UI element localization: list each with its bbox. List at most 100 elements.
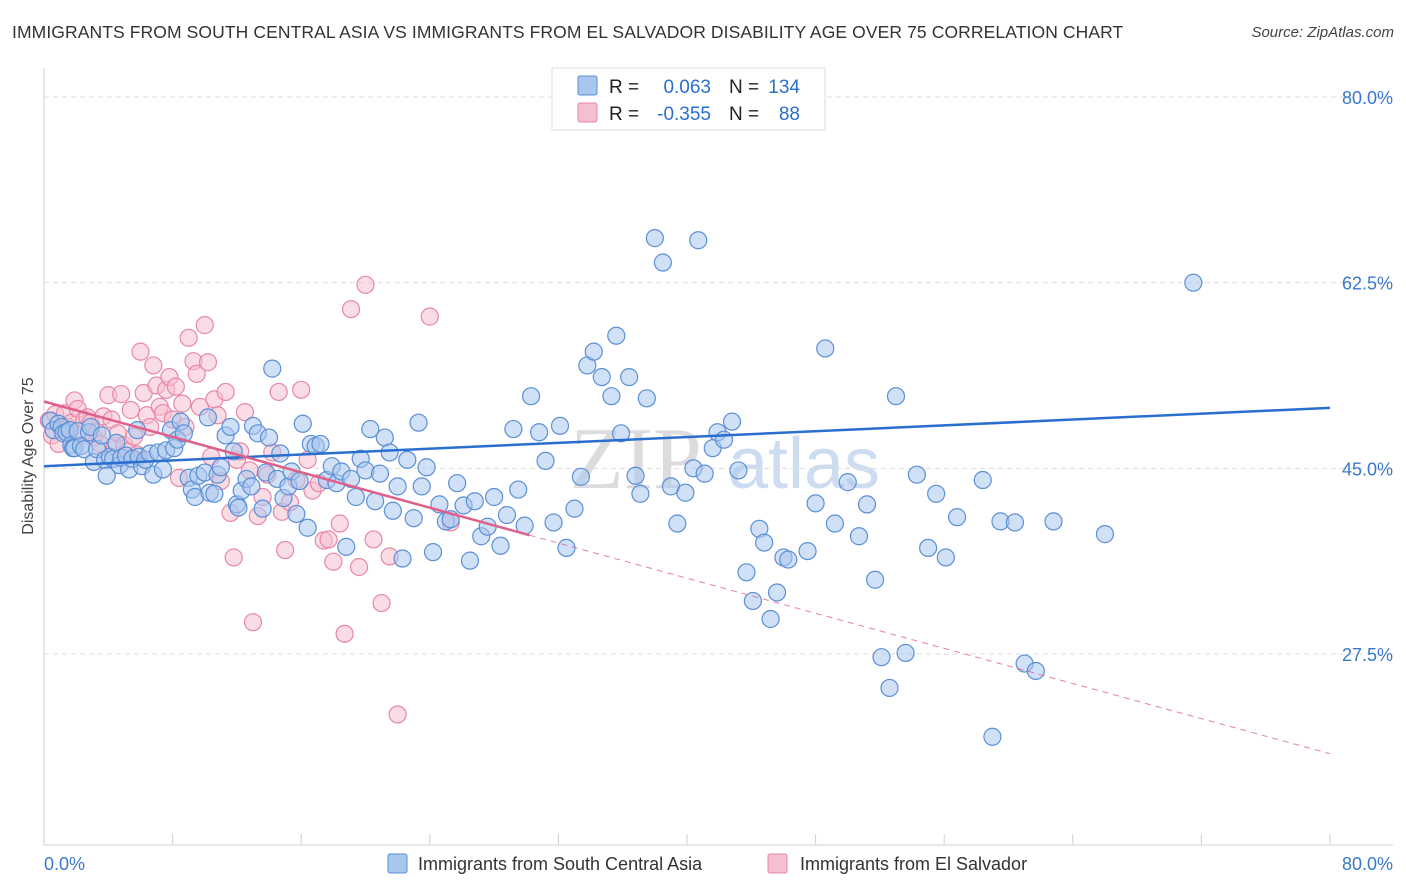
- south-central-asia-point: [398, 450, 417, 469]
- south-central-asia-point: [825, 514, 844, 533]
- south-central-asia-point: [761, 609, 780, 629]
- x-tick-label: 0.0%: [44, 854, 85, 874]
- south-central-asia-point: [849, 527, 869, 546]
- south-central-asia-point: [253, 499, 272, 518]
- series-legend-pink-label: Immigrants from El Salvador: [800, 854, 1027, 874]
- el-salvador-point: [341, 300, 361, 319]
- axes: [43, 68, 1393, 846]
- south-central-asia-point: [229, 498, 248, 517]
- south-central-asia-point: [465, 492, 484, 511]
- south-central-asia-point: [341, 469, 361, 489]
- trend-lines: [43, 400, 1331, 755]
- legend-pink-swatch: [577, 102, 598, 123]
- south-central-asia-point: [409, 413, 428, 432]
- south-central-asia-point: [571, 467, 591, 486]
- y-axis-label: Disability Age Over 75: [20, 377, 37, 535]
- south-central-asia-point: [361, 419, 380, 439]
- south-central-asia-point: [417, 458, 436, 477]
- south-central-asia-point: [383, 501, 402, 520]
- south-central-asia-point: [412, 477, 431, 496]
- south-central-asia-point: [737, 563, 756, 582]
- south-central-asia-point: [263, 359, 282, 378]
- south-central-asia-point: [92, 426, 111, 445]
- south-central-asia-point: [337, 537, 356, 556]
- south-central-asia-point: [714, 430, 734, 449]
- legend-blue-n-label: N =: [729, 77, 759, 98]
- south-central-asia-point: [1026, 661, 1045, 681]
- south-central-asia-point: [536, 451, 555, 471]
- south-central-asia-point: [221, 417, 240, 437]
- el-salvador-point: [349, 557, 369, 577]
- south-central-asia-point: [668, 514, 687, 533]
- el-salvador-point: [324, 552, 343, 571]
- south-central-asia-point: [755, 533, 774, 552]
- south-central-asia-point: [607, 326, 626, 345]
- series-legend-blue-label: Immigrants from South Central Asia: [418, 854, 703, 874]
- chart-title: IMMIGRANTS FROM SOUTH CENTRAL ASIA VS IM…: [12, 22, 1124, 42]
- el-salvador-point: [198, 353, 218, 372]
- el-salvador-point: [235, 403, 255, 422]
- series-legend: Immigrants from South Central Asia Immig…: [387, 853, 1027, 874]
- south-central-asia-point: [557, 538, 576, 558]
- south-central-asia-point: [947, 508, 967, 527]
- south-central-asia-point: [1184, 273, 1203, 292]
- south-central-asia-point: [423, 543, 443, 562]
- south-central-asia-point: [983, 727, 1002, 746]
- south-central-asia-point: [729, 461, 748, 480]
- south-central-asia-point: [653, 253, 672, 272]
- el-salvador-point: [187, 364, 206, 384]
- watermark-atlas: atlas: [728, 424, 880, 504]
- south-central-asia-point: [896, 643, 915, 663]
- y-tick-label: 80.0%: [1342, 88, 1393, 108]
- south-central-asia-point: [743, 591, 763, 611]
- south-central-asia-point: [259, 428, 279, 447]
- south-central-asia-point: [97, 466, 116, 485]
- south-central-asia-point: [504, 419, 523, 439]
- south-central-asia-point: [346, 487, 365, 507]
- el-salvador-point: [112, 384, 131, 404]
- south-central-asia-point: [689, 231, 708, 250]
- south-central-asia-point: [485, 487, 504, 507]
- south-central-asia-point: [872, 648, 891, 667]
- south-central-asia-point: [565, 499, 584, 518]
- south-central-asia-point: [460, 551, 480, 570]
- south-central-asia-point: [602, 387, 621, 406]
- source-label: Source: ZipAtlas.com: [1251, 24, 1394, 41]
- south-central-asia-point: [611, 424, 631, 443]
- series-legend-pink-swatch: [767, 853, 788, 874]
- south-central-asia-point: [287, 504, 306, 524]
- south-central-asia-point: [907, 465, 926, 484]
- el-salvador-point: [166, 377, 185, 396]
- south-central-asia-point: [153, 460, 173, 479]
- el-salvador-point: [319, 530, 338, 549]
- south-central-asia-point: [886, 387, 906, 406]
- south-central-asia-point: [1005, 513, 1025, 532]
- south-central-asia-point: [695, 464, 714, 483]
- el-salvador-point: [243, 613, 263, 632]
- south-central-asia-point: [293, 414, 312, 433]
- el-salvador-point: [269, 382, 288, 402]
- el-salvador-point: [420, 307, 439, 326]
- south-central-asia-point: [530, 423, 549, 442]
- grid-lines: [44, 96, 1393, 655]
- south-central-asia-point: [198, 408, 218, 427]
- el-salvador-point: [335, 624, 354, 643]
- south-central-asia-point: [620, 367, 639, 387]
- south-central-asia-point: [919, 538, 938, 558]
- series-legend-blue-swatch: [387, 853, 408, 874]
- el-salvador-point: [131, 342, 150, 361]
- south-central-asia-point: [448, 474, 467, 493]
- south-central-asia-point: [973, 470, 992, 490]
- el-salvador-point: [330, 514, 349, 533]
- south-central-asia-point: [798, 541, 817, 561]
- south-central-asia-point: [491, 536, 510, 555]
- el-salvador-point: [292, 380, 311, 399]
- y-tick-label: 27.5%: [1342, 645, 1393, 665]
- south-central-asia-point: [584, 342, 603, 361]
- legend-blue-n-value: 134: [768, 77, 800, 98]
- south-central-asia-point: [205, 484, 224, 503]
- south-central-asia-point: [388, 477, 407, 496]
- south-central-asia-point: [497, 505, 517, 525]
- south-central-asia-point: [370, 464, 390, 483]
